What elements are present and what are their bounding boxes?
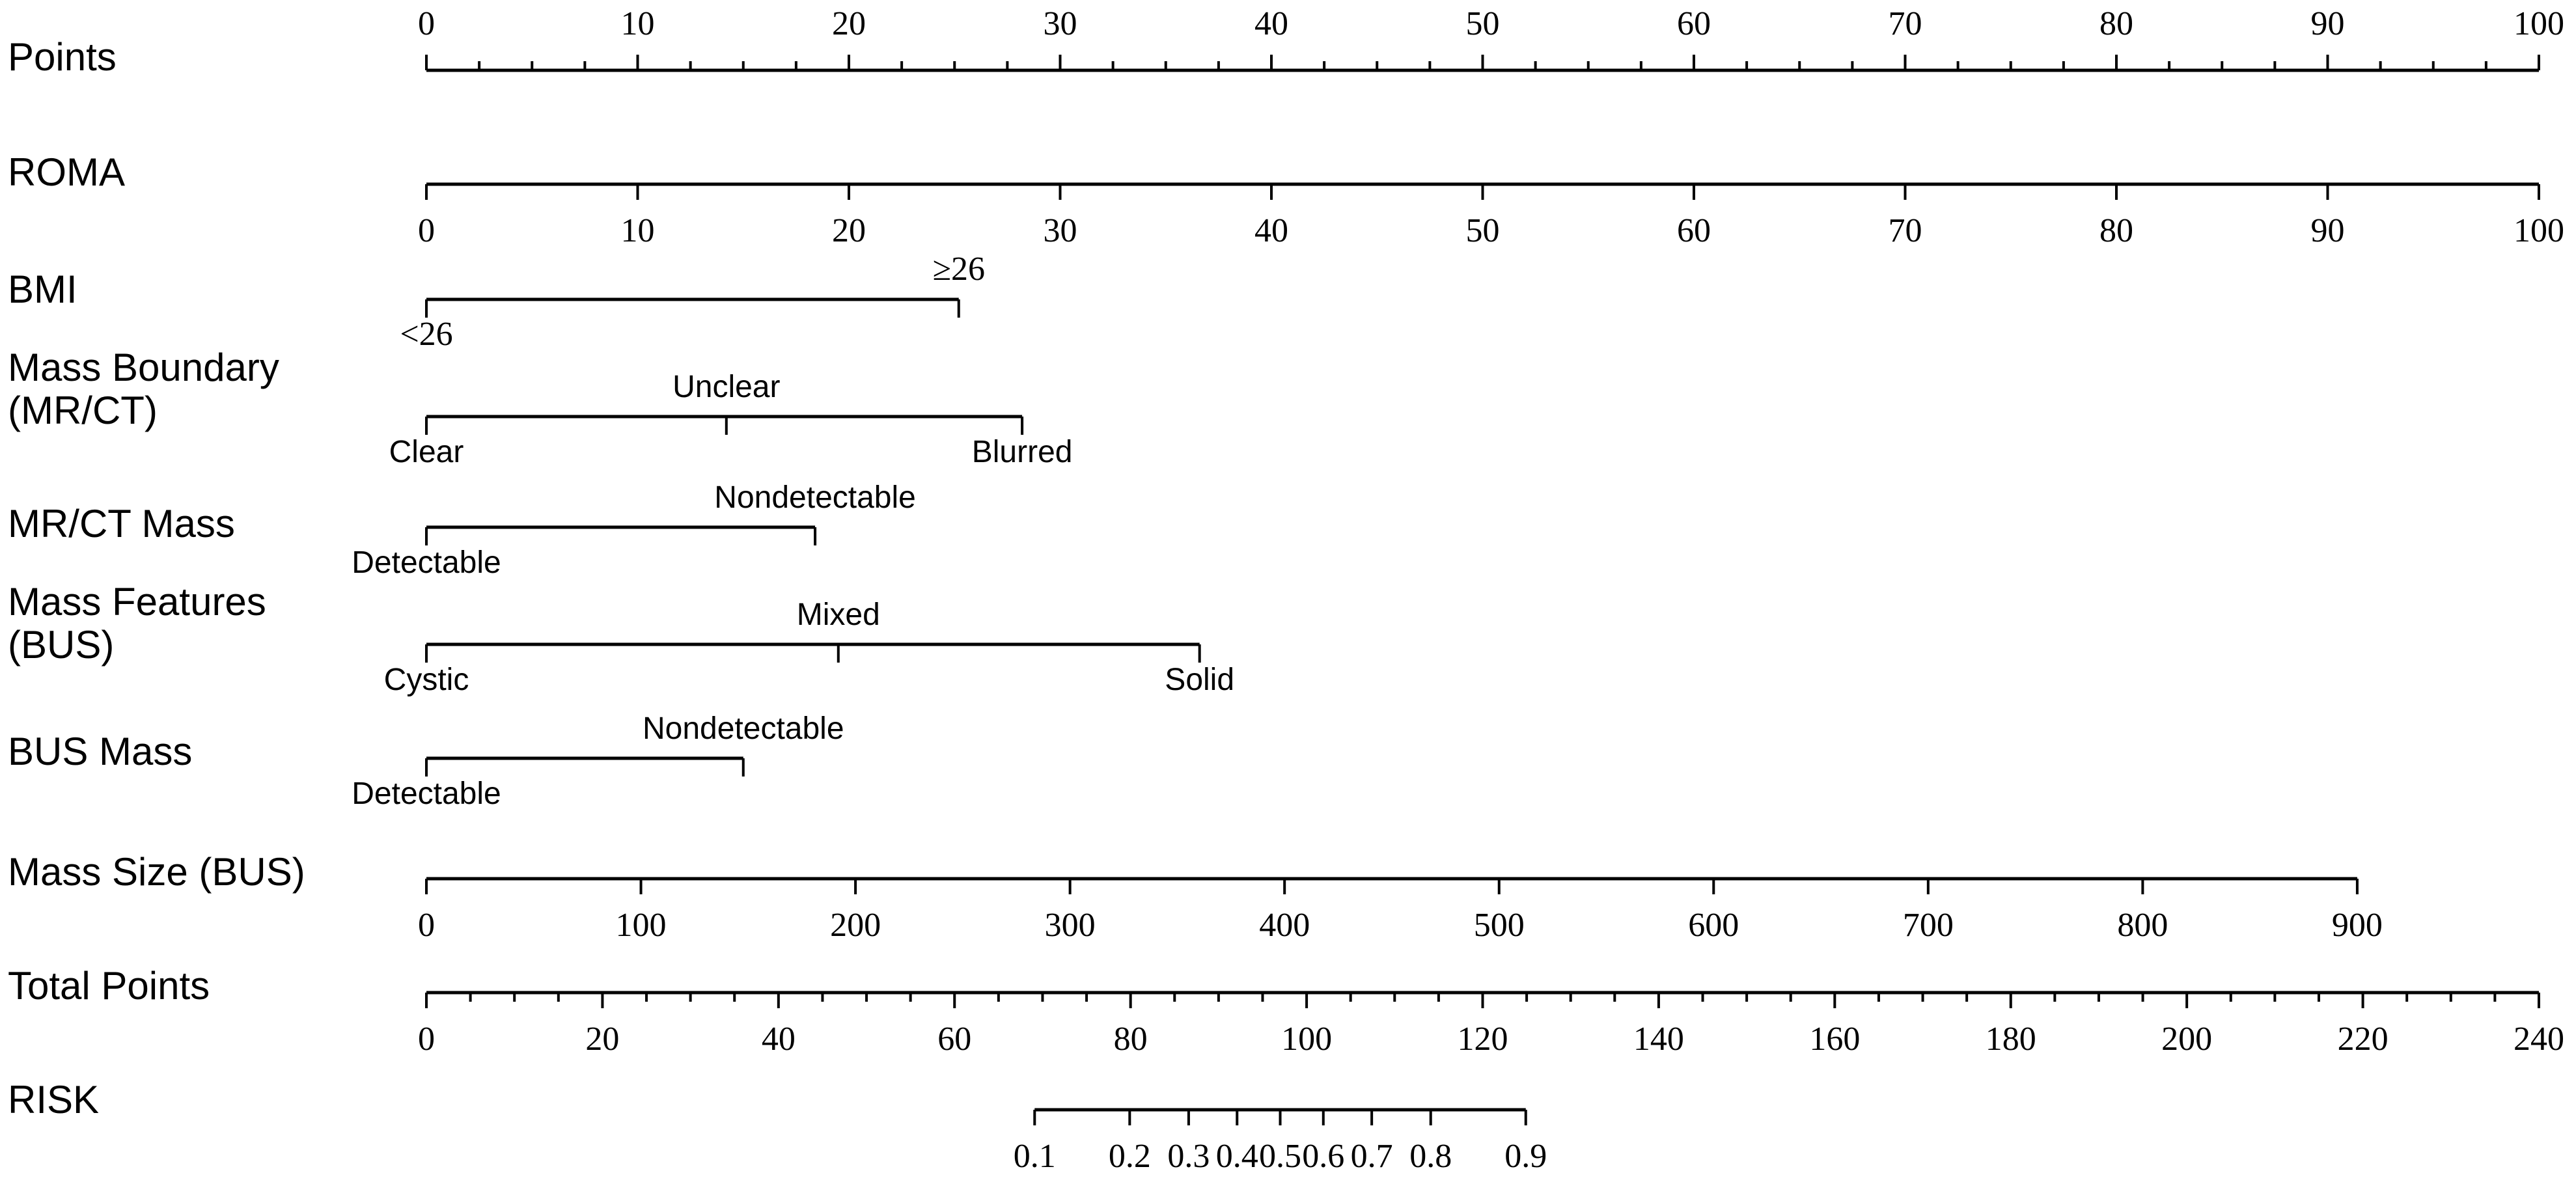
row-label-mr-ct-mass: MR/CT Mass [8, 502, 235, 545]
points-tick-label: 50 [1466, 5, 1500, 42]
bus-mass-category-label: Nondetectable [643, 711, 844, 746]
points-tick-label: 90 [2311, 5, 2345, 42]
row-roma: ROMA [8, 150, 2540, 200]
risk-tick-label: 0.7 [1351, 1138, 1393, 1175]
points-tick-label: 80 [2099, 5, 2133, 42]
total-points-tick-label: 0 [418, 1021, 435, 1058]
mass-size-bus-tick-label: 800 [2117, 907, 2168, 944]
mass-size-bus-tick-label: 0 [418, 907, 435, 944]
points-tick-label: 60 [1677, 5, 1711, 42]
points-tick-label: 10 [621, 5, 655, 42]
total-points-tick-label: 60 [937, 1021, 971, 1058]
mass-size-bus-tick-label: 200 [830, 907, 881, 944]
mass-size-bus-tick-label: 600 [1688, 907, 1739, 944]
row-label-mass-size-bus: Mass Size (BUS) [8, 850, 305, 894]
mass-boundary-mr-ct-category-label: Unclear [672, 370, 780, 404]
row-bus-mass: BUS Mass [8, 730, 745, 777]
roma-tick-label: 50 [1466, 212, 1500, 249]
mass-size-bus-tick-label: 500 [1474, 907, 1525, 944]
bmi-category-label: ≥26 [932, 251, 985, 288]
roma-tick-label: 40 [1254, 212, 1288, 249]
row-label-risk: RISK [8, 1078, 99, 1121]
row-label-bmi: BMI [8, 268, 77, 311]
points-tick-label: 20 [832, 5, 866, 42]
total-points-tick-label: 40 [762, 1021, 796, 1058]
row-points: Points [8, 35, 2540, 79]
total-points-tick-label: 20 [585, 1021, 619, 1058]
row-risk: RISK [8, 1078, 1527, 1125]
points-tick-label: 100 [2514, 5, 2564, 42]
total-points-tick-label: 180 [1986, 1021, 2036, 1058]
risk-tick-label: 0.8 [1409, 1138, 1452, 1175]
mr-ct-mass-category-label: Detectable [352, 545, 501, 580]
risk-tick-label: 0.6 [1302, 1138, 1344, 1175]
row-label-bus-mass: BUS Mass [8, 730, 192, 773]
points-tick-label: 30 [1044, 5, 1077, 42]
roma-tick-label: 90 [2311, 212, 2345, 249]
bmi-category-label: <26 [400, 316, 452, 353]
total-points-tick-label: 80 [1114, 1021, 1148, 1058]
mass-size-bus-tick-label: 900 [2332, 907, 2383, 944]
roma-tick-label: 20 [832, 212, 866, 249]
points-tick-label: 0 [418, 5, 435, 42]
roma-tick-label: 0 [418, 212, 435, 249]
row-label-roma: ROMA [8, 150, 125, 194]
total-points-tick-label: 140 [1633, 1021, 1684, 1058]
mass-features-bus-category-label: Mixed [797, 598, 880, 632]
total-points-tick-label: 160 [1809, 1021, 1860, 1058]
row-label-points: Points [8, 35, 117, 79]
row-label-mass-boundary-mr-ct: Mass Boundary (MR/CT) [8, 346, 279, 432]
row-total-points: Total Points [8, 964, 2540, 1008]
roma-tick-label: 80 [2099, 212, 2133, 249]
mass-size-bus-tick-label: 100 [616, 907, 667, 944]
bus-mass-category-label: Detectable [352, 777, 501, 811]
row-bmi: BMI [8, 268, 960, 318]
points-tick-label: 40 [1254, 5, 1288, 42]
row-label-total-points: Total Points [8, 964, 210, 1008]
roma-tick-label: 30 [1044, 212, 1077, 249]
total-points-tick-label: 220 [2338, 1021, 2389, 1058]
risk-tick-label: 0.1 [1014, 1138, 1056, 1175]
row-mass-features-bus: Mass Features (BUS) [8, 580, 1201, 667]
mass-boundary-mr-ct-category-label: Clear [389, 435, 464, 469]
row-mass-size-bus: Mass Size (BUS) [8, 850, 2359, 894]
points-tick-label: 70 [1889, 5, 1922, 42]
mr-ct-mass-category-label: Nondetectable [714, 480, 916, 515]
row-mr-ct-mass: MR/CT Mass [8, 502, 817, 545]
total-points-tick-label: 240 [2514, 1021, 2564, 1058]
mass-features-bus-category-label: Cystic [384, 663, 469, 697]
mass-size-bus-tick-label: 300 [1045, 907, 1096, 944]
total-points-tick-label: 100 [1281, 1021, 1332, 1058]
mass-boundary-mr-ct-category-label: Blurred [972, 435, 1073, 469]
total-points-tick-label: 200 [2161, 1021, 2212, 1058]
row-mass-boundary-mr-ct: Mass Boundary (MR/CT) [8, 346, 1024, 435]
risk-tick-label: 0.4 [1216, 1138, 1258, 1175]
risk-tick-label: 0.9 [1504, 1138, 1547, 1175]
risk-tick-label: 0.3 [1167, 1138, 1210, 1175]
mass-size-bus-tick-label: 400 [1259, 907, 1310, 944]
roma-tick-label: 100 [2514, 212, 2564, 249]
roma-tick-label: 70 [1889, 212, 1922, 249]
mass-size-bus-tick-label: 700 [1903, 907, 1954, 944]
risk-tick-label: 0.5 [1259, 1138, 1301, 1175]
roma-tick-label: 60 [1677, 212, 1711, 249]
roma-tick-label: 10 [621, 212, 655, 249]
mass-features-bus-category-label: Solid [1165, 663, 1234, 697]
total-points-tick-label: 120 [1458, 1021, 1508, 1058]
risk-tick-label: 0.2 [1109, 1138, 1151, 1175]
row-label-mass-features-bus: Mass Features (BUS) [8, 580, 266, 667]
